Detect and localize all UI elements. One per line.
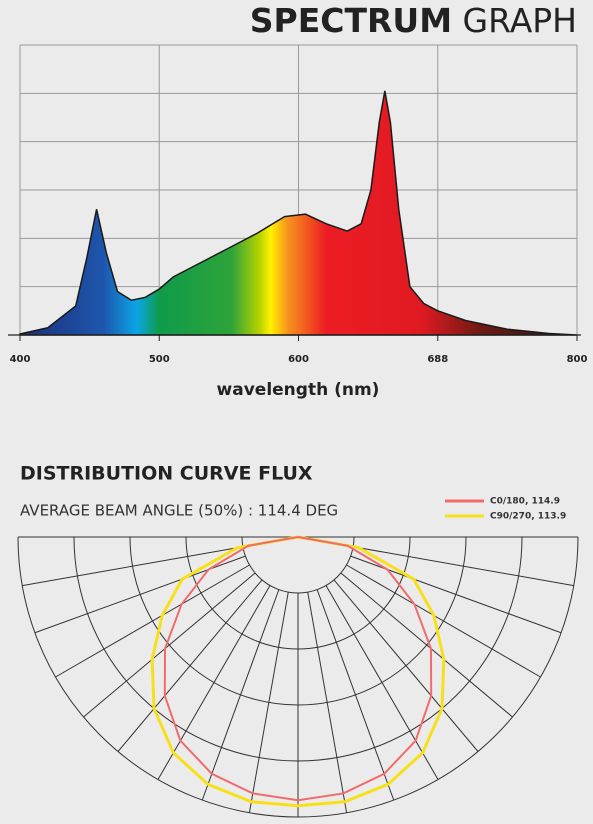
polar-spoke [340,572,513,718]
polar-spoke [22,546,243,587]
polar-spoke [248,592,289,813]
polar-spoke [325,585,439,780]
polar-spoke [346,564,541,678]
title-rest: GRAPH [463,1,577,40]
polar-spoke [117,579,263,752]
polar-spoke [34,555,246,634]
x-tick-label: 800 [567,354,588,365]
polar-ring [241,536,355,594]
legend-label: C90/270, 113.9 [490,512,566,522]
spectrum-area [19,90,578,336]
polar-curve [163,536,433,802]
spectrum-title: SPECTRUM GRAPH [250,1,577,40]
polar-spoke [55,564,250,678]
title-bold: SPECTRUM [250,1,452,40]
x-tick-label: 600 [288,354,309,365]
polar-spoke [316,589,395,801]
polar-spoke [353,546,574,587]
polar-spoke [333,579,479,752]
polar-spoke [83,572,256,718]
polar-subtitle: AVERAGE BEAM ANGLE (50%) : 114.4 DEG [20,502,338,520]
legend-label: C0/180, 114.9 [490,497,560,507]
polar-spoke [307,592,348,813]
polar-spoke [157,585,271,780]
x-tick-label: 400 [10,354,31,365]
polar-spoke [350,555,562,634]
x-tick-label: 688 [427,354,448,365]
x-axis-label: wavelength (nm) [217,380,380,400]
polar-spoke [201,589,280,801]
polar-title: DISTRIBUTION CURVE FLUX [20,463,313,485]
polar-curve [150,535,446,808]
x-tick-label: 500 [149,354,170,365]
